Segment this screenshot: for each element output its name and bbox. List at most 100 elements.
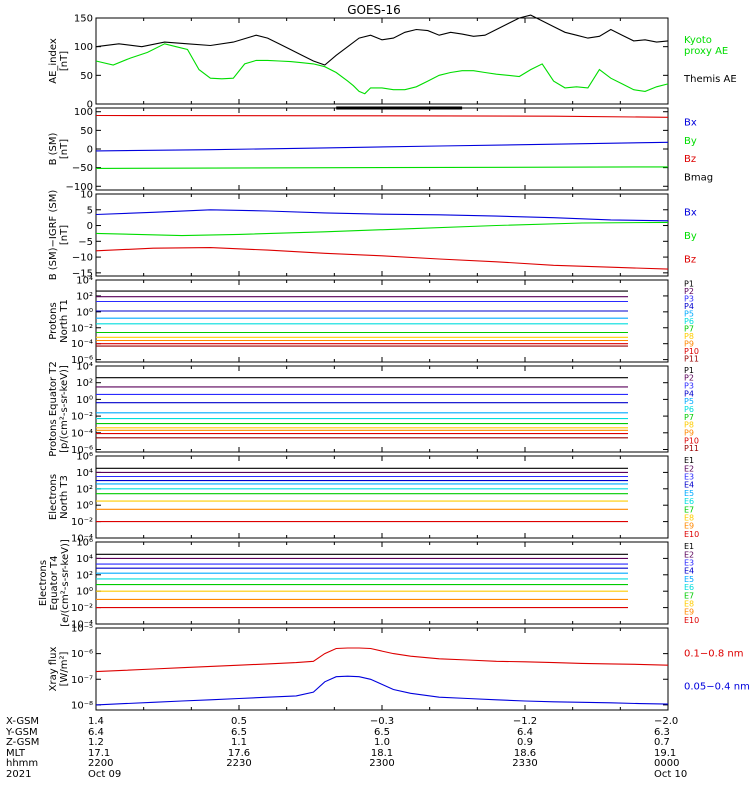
legend-label: Bz — [684, 154, 696, 165]
legend-label: P7 — [684, 324, 694, 333]
ephemeris-value: 17.1 — [88, 748, 110, 759]
y-tick-label: 10⁰ — [76, 587, 93, 598]
legend-label: P8 — [684, 421, 694, 430]
y-tick-label: 10² — [76, 484, 93, 495]
legend-label: Themis AE — [683, 74, 737, 85]
y-axis-label: Equator T4 — [49, 556, 60, 611]
ephemeris-value: 18.6 — [514, 748, 536, 759]
y-tick-label: 10² — [76, 570, 93, 581]
y-tick-label: 10⁻⁸ — [71, 700, 93, 711]
legend-label: P7 — [684, 413, 694, 422]
legend-label: E8 — [684, 514, 694, 523]
ephemeris-value: 1.1 — [231, 737, 247, 748]
y-axis-label: Protons Equator T2 — [48, 361, 59, 457]
legend-label: P9 — [684, 339, 694, 348]
ephemeris-value: 6.4 — [88, 727, 104, 738]
legend-label: P8 — [684, 332, 694, 341]
ephemeris-value: 6.5 — [374, 727, 390, 738]
legend-label: P11 — [684, 354, 699, 363]
legend-label: P5 — [684, 397, 694, 406]
y-axis-label: [e/(cm²-s-sr-keV)] — [60, 539, 71, 627]
ephemeris-value: −2.0 — [654, 716, 678, 727]
legend-label: P1 — [684, 280, 694, 289]
y-tick-label: 100 — [74, 42, 93, 53]
y-axis-label: Electrons — [48, 474, 59, 520]
y-tick-label: −10 — [72, 253, 93, 264]
legend-label: E7 — [684, 505, 694, 514]
ephemeris-value: 2330 — [512, 758, 537, 769]
y-axis-label: Electrons — [38, 560, 49, 606]
y-tick-label: 10⁻⁴ — [71, 428, 93, 439]
ephemeris-row-label: hhmm — [6, 758, 38, 769]
y-tick-label: 10⁰ — [76, 395, 93, 406]
ephemeris-value: 0.9 — [517, 737, 533, 748]
legend-label: E3 — [684, 559, 694, 568]
legend-label: Kyoto — [684, 35, 712, 46]
series-line-bz — [95, 114, 669, 118]
y-axis-label: Protons — [48, 302, 59, 339]
y-tick-label: 10⁻⁶ — [71, 355, 93, 366]
legend-label: Bx — [684, 208, 697, 219]
ephemeris-value: 18.1 — [371, 748, 393, 759]
legend-label: 0.05−0.4 nm — [684, 681, 750, 692]
panel-frame — [95, 107, 669, 191]
legend-label: P3 — [684, 382, 694, 391]
legend-label: E10 — [684, 530, 699, 539]
y-tick-label: 10⁻⁴ — [71, 620, 93, 631]
y-tick-label: 10⁻⁶ — [71, 649, 93, 660]
ephemeris-value: 1.2 — [88, 737, 104, 748]
legend-label: E2 — [684, 464, 694, 473]
ephemeris-row-label: Z-GSM — [6, 737, 39, 748]
ephemeris-value: 6.4 — [517, 727, 533, 738]
legend-label: E6 — [684, 497, 694, 506]
chart-title: GOES-16 — [347, 3, 401, 17]
ephemeris-value: 19.1 — [654, 748, 676, 759]
panel-frame — [95, 17, 669, 105]
panel-2: −100 −50 0 50 100 B (SM) [nT] Bx By Bz Bmag — [48, 106, 713, 193]
legend-label: P3 — [684, 295, 694, 304]
y-axis-label: [nT] — [59, 225, 70, 245]
panel-7: 10⁶ 10⁴ 10² 10⁰ 10⁻² 10⁻⁴ Electrons Equator T4[… — [38, 538, 699, 631]
legend-label: E6 — [684, 583, 694, 592]
ephemeris-row-label: X-GSM — [6, 716, 39, 727]
legend-label: 0.1−0.8 nm — [684, 649, 743, 660]
y-tick-label: −100 — [66, 182, 93, 193]
ephemeris-row-label: Y-GSM — [5, 727, 38, 738]
legend-label: proxy AE — [684, 46, 728, 57]
ephemeris-value: 2300 — [369, 758, 394, 769]
ephemeris-value: 0.5 — [231, 716, 247, 727]
y-tick-label: 10⁰ — [76, 501, 93, 512]
legend-label: Bz — [684, 254, 696, 265]
y-axis-label: B (SM) — [48, 132, 59, 165]
y-tick-label: 5 — [87, 205, 93, 216]
panel-5: 10⁴ 10² 10⁰ 10⁻² 10⁻⁴ 10⁻⁶ Protons Equator T2[… — [48, 361, 699, 457]
ephemeris-value: Oct 09 — [88, 769, 121, 780]
series-line-by — [95, 166, 669, 169]
legend-label: P5 — [684, 310, 694, 319]
y-tick-label: 50 — [80, 71, 93, 82]
legend-label: E4 — [684, 481, 694, 490]
ephemeris-table: X-GSMY-GSMZ-GSMMLThhmm20211.46.41.217.12… — [5, 716, 687, 780]
y-tick-label: 10⁻² — [71, 323, 93, 334]
legend-label: P2 — [684, 374, 694, 383]
y-axis-label: AE_index — [48, 38, 59, 84]
y-axis-label: [nT] — [59, 139, 70, 159]
legend-label: E7 — [684, 591, 694, 600]
y-axis-label: Xray flux — [48, 647, 59, 692]
panel-8: 10⁻⁵ 10⁻⁶ 10⁻⁷ 10⁻⁸ Xray flux [W/m²] 0.1−0.8 n… — [48, 624, 750, 712]
y-tick-label: 10⁶ — [76, 538, 93, 549]
legend-label: P10 — [684, 347, 699, 356]
y-tick-label: 10⁴ — [76, 554, 93, 565]
y-tick-label: 10⁻² — [71, 517, 93, 528]
series-line-bx — [95, 209, 669, 222]
panel-frame — [95, 279, 669, 363]
panel-3: −15 −10 −5 0 5 10 B (SM)−IGRF (SM) [nT] Bx By Bz — [48, 190, 697, 281]
y-axis-label: [p/(cm²-s-sr-keV)] — [59, 365, 70, 453]
legend-label: P4 — [684, 389, 694, 398]
legend-label: P2 — [684, 287, 694, 296]
y-tick-label: 10⁴ — [76, 276, 93, 287]
legend-label: P1 — [684, 366, 694, 375]
legend-label: P6 — [684, 405, 694, 414]
y-axis-label: [W/m²] — [59, 651, 70, 686]
